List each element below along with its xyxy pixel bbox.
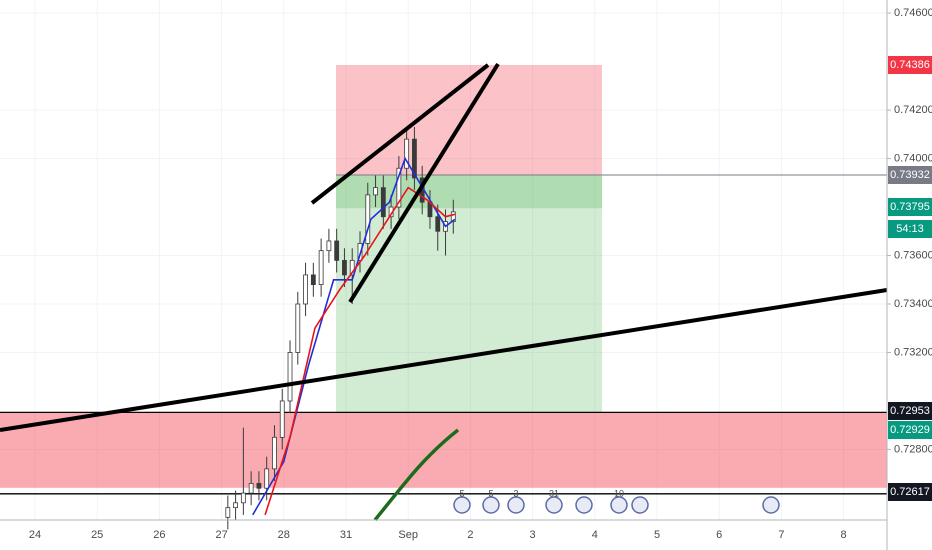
candle-body [373, 187, 378, 196]
events: 5 5 3 31 10 [453, 488, 780, 514]
candle-body [349, 259, 355, 276]
event-icon [482, 496, 500, 514]
x-tick-label: 8 [841, 529, 847, 541]
x-tick-label: 7 [778, 529, 784, 541]
x-tick-label: 2 [467, 529, 473, 541]
grid [0, 0, 887, 520]
axes: 0.74600 0.74200 0.74000 0.73600 0.73400 0.732… [29, 7, 932, 541]
y-tick-label: 0.73400 [894, 298, 932, 310]
countdown-badge [888, 220, 932, 238]
trend-line [0, 288, 888, 432]
zones [0, 64, 887, 495]
x-tick-label: 4 [592, 529, 598, 541]
price-badge [888, 483, 932, 501]
x-tick-label: Sep [398, 529, 418, 541]
event-label: 10 [614, 488, 624, 498]
x-tick-label: 25 [91, 529, 103, 541]
price-badge-label: 0.73932 [890, 169, 930, 181]
candle-body [318, 250, 324, 286]
candle-body [303, 274, 308, 305]
event-icon [507, 496, 525, 514]
x-tick-label: 3 [530, 529, 536, 541]
price-badge [888, 421, 932, 439]
wedge-line [348, 62, 500, 304]
price-badge-label: 0.72929 [890, 424, 930, 436]
candle-body [450, 211, 456, 222]
y-tick-label: 0.74200 [894, 104, 932, 116]
candle-body [310, 274, 316, 286]
y-tick-label: 0.74600 [894, 7, 932, 19]
event-icon [762, 496, 780, 514]
stop-zone [336, 64, 602, 176]
x-tick-label: 24 [29, 529, 41, 541]
countdown: 54:13 [896, 223, 924, 235]
candle-body [326, 240, 332, 252]
y-tick-label: 0.74000 [894, 152, 932, 164]
support-zone [0, 412, 887, 488]
x-tick-label: 26 [153, 529, 165, 541]
candle-body [264, 468, 270, 489]
event-label: 5 [459, 488, 464, 498]
price-badge [888, 56, 932, 74]
candle-body [279, 400, 285, 438]
candle-body [240, 492, 246, 504]
target-zone [336, 175, 602, 413]
event-icon [631, 496, 649, 514]
candle-body [272, 436, 277, 470]
price-badge [888, 198, 932, 216]
y-tick-label: 0.72800 [894, 443, 932, 455]
profit-zone [336, 175, 602, 209]
event-icon [453, 496, 471, 514]
drawings [0, 62, 888, 522]
candle-body [233, 502, 238, 509]
candle-body [396, 167, 402, 208]
event-icon [575, 496, 593, 514]
candle-body [365, 194, 371, 244]
event-icon [545, 496, 563, 514]
price-badge-label: 0.73795 [890, 201, 930, 213]
event-label: 3 [513, 488, 518, 498]
candle-body [248, 482, 254, 494]
candle-body [334, 240, 340, 261]
price-badge [888, 166, 932, 184]
price-badge-label: 0.72617 [890, 486, 930, 498]
candle-body [404, 138, 410, 169]
price-badge-label: 0.72953 [890, 405, 930, 417]
x-tick-label: 28 [278, 529, 290, 541]
event-label: 5 [488, 488, 493, 498]
candle-body [256, 482, 262, 489]
y-tick-label: 0.73200 [894, 346, 932, 358]
x-tick-label: 27 [215, 529, 227, 541]
wedge-line [310, 63, 490, 205]
x-tick-label: 5 [654, 529, 660, 541]
candle-body [287, 352, 293, 402]
plot [225, 127, 456, 530]
candle-body [412, 138, 417, 179]
event-icon [610, 496, 628, 514]
y-tick-label: 0.73600 [894, 249, 932, 261]
x-tick-label: 31 [340, 529, 352, 541]
candle-body [295, 303, 301, 353]
x-tick-label: 6 [716, 529, 722, 541]
candle-body [342, 259, 347, 276]
candle-body [380, 187, 386, 218]
price-badge-label: 0.74386 [890, 59, 930, 71]
candle-body [435, 216, 441, 232]
projection-curve [373, 428, 460, 522]
price-badge [888, 402, 932, 420]
candle-body [225, 507, 231, 518]
event-label: 31 [549, 488, 559, 498]
